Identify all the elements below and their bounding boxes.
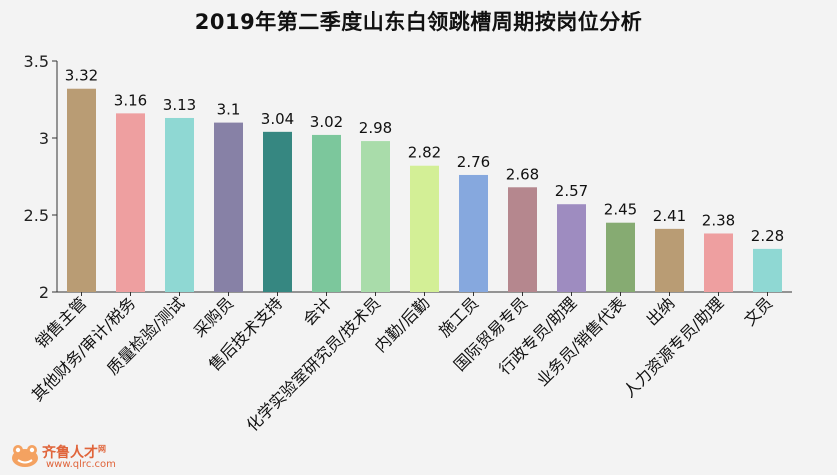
bar <box>410 165 439 292</box>
bar <box>67 88 96 292</box>
y-tick-label: 3.5 <box>24 52 49 71</box>
bar <box>557 204 586 292</box>
x-tick-label: 施工员 <box>435 293 482 340</box>
bar-value-label: 2.82 <box>408 144 441 162</box>
x-tick-label: 业务员/销售代表 <box>533 293 629 389</box>
bar <box>655 228 684 292</box>
bar-value-label: 2.28 <box>751 227 784 245</box>
watermark-logo: 齐鲁人才网 www.qlrc.com <box>6 440 146 472</box>
chart-title: 2019年第二季度山东白领跳槽周期按岗位分析 <box>194 10 643 34</box>
x-tick-label: 采购员 <box>190 293 237 340</box>
bar <box>214 122 243 292</box>
bar-value-label: 3.32 <box>65 67 98 85</box>
frog-logo-icon <box>12 445 38 467</box>
bar-value-label: 2.76 <box>457 153 490 171</box>
bar <box>361 141 390 292</box>
y-tick-label: 2 <box>39 283 49 302</box>
bar-value-label: 2.38 <box>702 211 735 229</box>
x-tick-label: 出纳 <box>642 293 678 329</box>
watermark-url: www.qlrc.com <box>46 459 116 470</box>
bars <box>67 88 782 292</box>
bar-value-label: 2.45 <box>604 201 637 219</box>
bar <box>263 131 292 292</box>
y-tick-label: 2.5 <box>24 206 49 225</box>
bar <box>753 248 782 292</box>
bar <box>508 187 537 292</box>
bar <box>116 113 145 292</box>
x-tick-label: 会计 <box>299 293 335 329</box>
bar-value-label: 3.13 <box>163 96 196 114</box>
y-tick-label: 3 <box>39 129 49 148</box>
bar <box>704 233 733 292</box>
bar-value-label: 2.98 <box>359 119 392 137</box>
x-tick-label: 文员 <box>740 293 776 329</box>
bar <box>312 134 341 292</box>
bar-value-label: 2.41 <box>653 207 686 225</box>
value-labels: 3.32 3.16 3.13 3.1 3.04 3.02 2.98 2.82 2.76 2.68 2… <box>65 67 784 245</box>
watermark-name: 齐鲁人才网 <box>42 444 106 461</box>
bar <box>459 174 488 292</box>
bar-value-label: 3.04 <box>261 110 294 128</box>
bar-value-label: 3.1 <box>217 101 241 119</box>
bar-value-label: 2.68 <box>506 165 539 183</box>
y-tick-labels: 2 2.5 3 3.5 <box>24 52 49 302</box>
bar <box>606 222 635 292</box>
bar-value-label: 2.57 <box>555 182 588 200</box>
bar <box>165 117 194 292</box>
bar-value-label: 3.16 <box>114 91 147 109</box>
bar-value-label: 3.02 <box>310 113 343 131</box>
